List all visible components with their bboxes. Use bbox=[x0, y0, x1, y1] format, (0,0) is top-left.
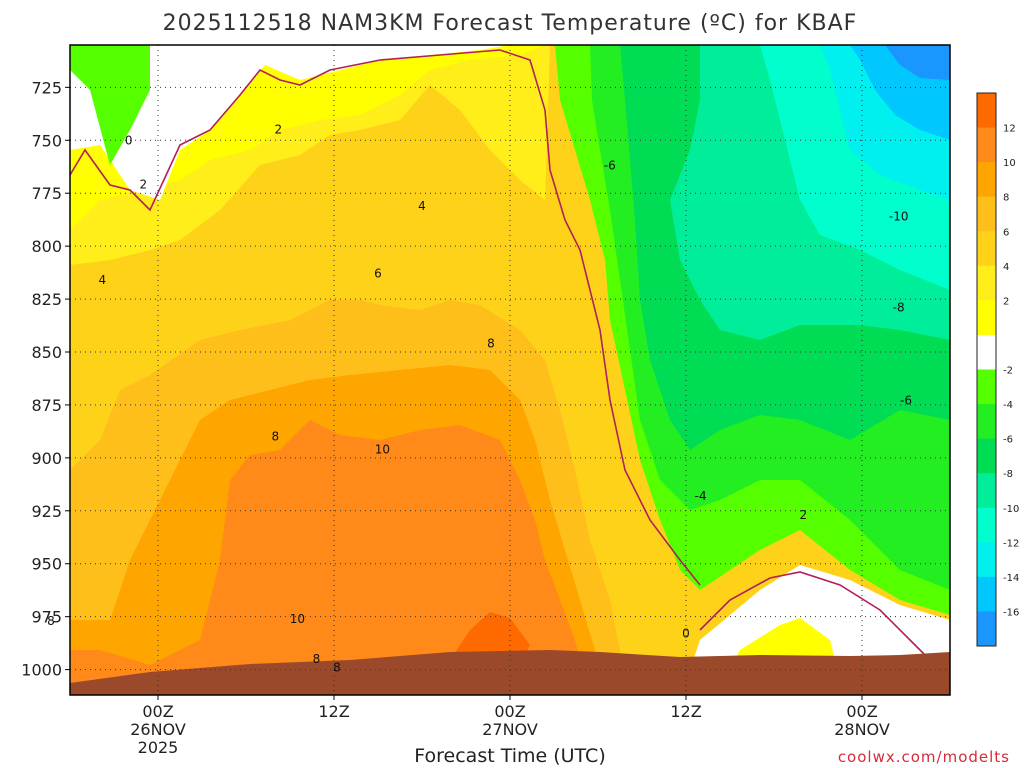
colorbar-swatch bbox=[977, 611, 996, 647]
fill-band-minus2 bbox=[70, 45, 150, 165]
colorbar: 12 10 8 6 4 2 -2 -4 -6 -8 -10 -12 -14 -16 bbox=[976, 92, 1019, 647]
colorbar-label: 12 bbox=[1003, 124, 1016, 135]
y-tick-label: 725 bbox=[31, 78, 62, 97]
contour-label: 10 bbox=[290, 612, 305, 626]
y-axis: 725 750 775 800 825 850 875 900 925 950 975 1000 bbox=[21, 78, 70, 680]
colorbar-swatch bbox=[977, 369, 996, 405]
contour-label: 2 bbox=[274, 123, 282, 137]
fill-band-neg bbox=[70, 45, 510, 200]
colorbar-label: -14 bbox=[1003, 573, 1019, 584]
chart-title: 2025112518 NAM3KM Forecast Temperature (… bbox=[163, 11, 858, 36]
colorbar-swatch bbox=[977, 231, 996, 267]
y-tick-label: 975 bbox=[31, 608, 62, 627]
colorbar-swatch bbox=[977, 473, 996, 509]
colorbar-label: 2 bbox=[1003, 296, 1009, 307]
colorbar-label: -16 bbox=[1003, 607, 1019, 618]
colorbar-label: 8 bbox=[1003, 193, 1009, 204]
colorbar-label: -6 bbox=[1003, 435, 1013, 446]
colorbar-swatch bbox=[977, 438, 996, 474]
credit-text: coolwx.com/modelts bbox=[838, 748, 1010, 766]
y-tick-label: 925 bbox=[31, 502, 62, 521]
contour-label: 0 bbox=[682, 627, 690, 641]
colorbar-swatch bbox=[977, 334, 996, 370]
y-tick-label: 1000 bbox=[21, 661, 62, 680]
zero-contour-lower bbox=[699, 571, 936, 666]
y-tick-label: 775 bbox=[31, 184, 62, 203]
plot-area bbox=[70, 45, 950, 695]
zero-contour-line bbox=[70, 49, 701, 586]
contour-label: 2 bbox=[800, 508, 808, 522]
x-tick-label: 28NOV bbox=[834, 720, 890, 739]
y-tick-label: 800 bbox=[31, 237, 62, 256]
grid bbox=[70, 45, 950, 695]
x-tick-label: 26NOV bbox=[130, 720, 186, 739]
colorbar-label: -2 bbox=[1003, 366, 1013, 377]
contour-label: -6 bbox=[604, 159, 616, 173]
contour-label: -4 bbox=[695, 489, 707, 503]
contour-label: 4 bbox=[418, 199, 426, 213]
fill-cold-minus16 bbox=[885, 45, 950, 80]
contour-label: -10 bbox=[889, 209, 909, 223]
colorbar-swatch bbox=[977, 93, 996, 129]
colorbar-swatch bbox=[977, 265, 996, 301]
y-tick-label: 950 bbox=[31, 555, 62, 574]
contour-label: 8 bbox=[333, 660, 341, 674]
x-tick-label: 27NOV bbox=[482, 720, 538, 739]
contour-label: 0 bbox=[125, 133, 133, 147]
contour-label: 4 bbox=[98, 273, 106, 287]
colorbar-label: 4 bbox=[1003, 262, 1009, 273]
colorbar-label: 10 bbox=[1003, 158, 1016, 169]
colorbar-swatch bbox=[977, 162, 996, 198]
contour-label: 2 bbox=[140, 178, 148, 192]
y-tick-label: 750 bbox=[31, 131, 62, 150]
contour-label: -6 bbox=[900, 394, 912, 408]
colorbar-label: -4 bbox=[1003, 400, 1013, 411]
contour-label: 8 bbox=[487, 337, 495, 351]
colorbar-swatch bbox=[977, 300, 996, 336]
y-tick-label: 825 bbox=[31, 290, 62, 309]
fill-band-10-12 bbox=[70, 420, 589, 695]
terrain-ground bbox=[70, 650, 950, 695]
x-tick-label: 12Z bbox=[318, 702, 349, 721]
colorbar-swatch bbox=[977, 127, 996, 163]
x-tick-label: 2025 bbox=[138, 738, 179, 757]
contour-label: 6 bbox=[374, 267, 382, 281]
x-tick-label: 00Z bbox=[494, 702, 525, 721]
colorbar-label: -10 bbox=[1003, 504, 1019, 515]
colorbar-swatch bbox=[977, 542, 996, 578]
colorbar-swatch bbox=[977, 404, 996, 440]
contour-label: 8 bbox=[313, 652, 321, 666]
colorbar-label: 6 bbox=[1003, 227, 1009, 238]
x-tick-label: 00Z bbox=[142, 702, 173, 721]
x-tick-label: 00Z bbox=[846, 702, 877, 721]
contour-label: 8 bbox=[47, 614, 55, 628]
colorbar-frame bbox=[976, 92, 997, 647]
colorbar-label: -12 bbox=[1003, 538, 1019, 549]
colorbar-swatch bbox=[977, 576, 996, 612]
colorbar-label: -8 bbox=[1003, 469, 1013, 480]
contour-label: 8 bbox=[272, 430, 280, 444]
colorbar-swatch bbox=[977, 507, 996, 543]
y-tick-label: 900 bbox=[31, 449, 62, 468]
x-tick-label: 12Z bbox=[670, 702, 701, 721]
x-axis-label: Forecast Time (UTC) bbox=[414, 745, 605, 767]
contour-label: -8 bbox=[893, 301, 905, 315]
y-tick-label: 850 bbox=[31, 343, 62, 362]
y-tick-label: 875 bbox=[31, 396, 62, 415]
colorbar-swatch bbox=[977, 196, 996, 232]
contour-label: 10 bbox=[375, 442, 390, 456]
